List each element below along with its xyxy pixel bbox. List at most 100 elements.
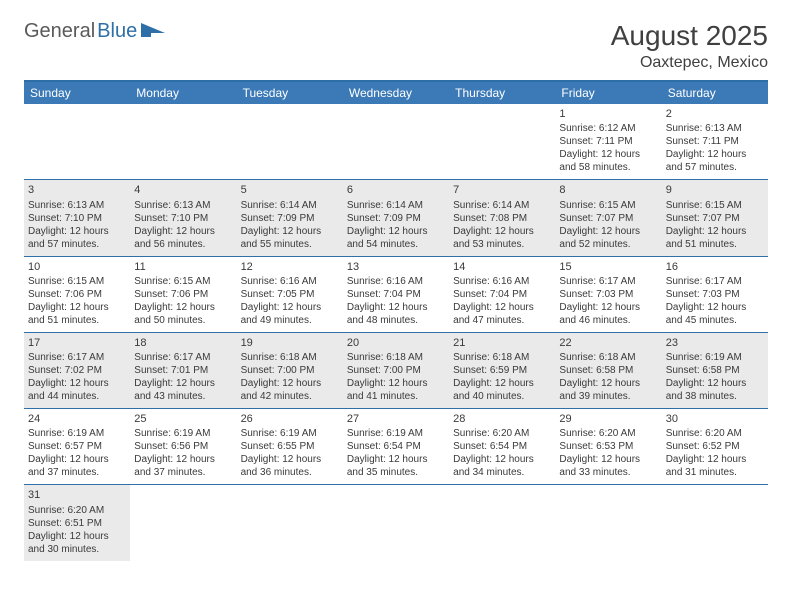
daylight-line-1: Daylight: 12 hours [347,453,445,466]
day-cell: 12Sunrise: 6:16 AMSunset: 7:05 PMDayligh… [237,257,343,332]
daylight-line-1: Daylight: 12 hours [559,377,657,390]
sunset-line: Sunset: 7:05 PM [241,288,339,301]
sunrise-line: Sunrise: 6:14 AM [347,199,445,212]
day-number: 9 [666,183,764,197]
sunset-line: Sunset: 7:11 PM [559,135,657,148]
sunrise-line: Sunrise: 6:20 AM [28,504,126,517]
week-row: 31Sunrise: 6:20 AMSunset: 6:51 PMDayligh… [24,485,768,560]
daylight-line-1: Daylight: 12 hours [666,301,764,314]
day-cell [130,485,236,560]
day-cell: 16Sunrise: 6:17 AMSunset: 7:03 PMDayligh… [662,257,768,332]
daylight-line-2: and 35 minutes. [347,466,445,479]
sunset-line: Sunset: 6:54 PM [453,440,551,453]
daylight-line-1: Daylight: 12 hours [241,225,339,238]
day-cell [449,104,555,179]
sunset-line: Sunset: 6:53 PM [559,440,657,453]
day-cell [449,485,555,560]
sunrise-line: Sunrise: 6:20 AM [666,427,764,440]
daylight-line-1: Daylight: 12 hours [28,225,126,238]
day-cell: 18Sunrise: 6:17 AMSunset: 7:01 PMDayligh… [130,333,236,408]
daylight-line-1: Daylight: 12 hours [241,377,339,390]
day-cell [662,485,768,560]
sunset-line: Sunset: 7:07 PM [559,212,657,225]
day-cell: 25Sunrise: 6:19 AMSunset: 6:56 PMDayligh… [130,409,236,484]
day-number: 24 [28,412,126,426]
sunrise-line: Sunrise: 6:18 AM [241,351,339,364]
daylight-line-1: Daylight: 12 hours [666,453,764,466]
daylight-line-2: and 56 minutes. [134,238,232,251]
weekday-header-row: Sunday Monday Tuesday Wednesday Thursday… [24,82,768,104]
daylight-line-2: and 54 minutes. [347,238,445,251]
weekday-saturday: Saturday [662,82,768,104]
day-number: 8 [559,183,657,197]
daylight-line-1: Daylight: 12 hours [28,301,126,314]
sunset-line: Sunset: 7:06 PM [28,288,126,301]
sunset-line: Sunset: 7:04 PM [453,288,551,301]
sunrise-line: Sunrise: 6:17 AM [559,275,657,288]
week-row: 1Sunrise: 6:12 AMSunset: 7:11 PMDaylight… [24,104,768,180]
sunset-line: Sunset: 6:57 PM [28,440,126,453]
logo-text-blue: Blue [97,20,137,43]
sunrise-line: Sunrise: 6:14 AM [241,199,339,212]
sunrise-line: Sunrise: 6:18 AM [347,351,445,364]
day-number: 22 [559,336,657,350]
sunrise-line: Sunrise: 6:15 AM [134,275,232,288]
day-cell: 26Sunrise: 6:19 AMSunset: 6:55 PMDayligh… [237,409,343,484]
weekday-tuesday: Tuesday [237,82,343,104]
sunrise-line: Sunrise: 6:13 AM [666,122,764,135]
sunrise-line: Sunrise: 6:16 AM [453,275,551,288]
daylight-line-2: and 39 minutes. [559,390,657,403]
daylight-line-1: Daylight: 12 hours [241,453,339,466]
daylight-line-1: Daylight: 12 hours [347,301,445,314]
day-cell: 2Sunrise: 6:13 AMSunset: 7:11 PMDaylight… [662,104,768,179]
week-row: 3Sunrise: 6:13 AMSunset: 7:10 PMDaylight… [24,180,768,256]
day-cell [343,104,449,179]
day-cell [130,104,236,179]
daylight-line-2: and 55 minutes. [241,238,339,251]
daylight-line-1: Daylight: 12 hours [134,225,232,238]
sunrise-line: Sunrise: 6:20 AM [453,427,551,440]
sunset-line: Sunset: 7:01 PM [134,364,232,377]
weekday-monday: Monday [130,82,236,104]
day-cell: 10Sunrise: 6:15 AMSunset: 7:06 PMDayligh… [24,257,130,332]
daylight-line-1: Daylight: 12 hours [28,530,126,543]
daylight-line-1: Daylight: 12 hours [347,377,445,390]
daylight-line-2: and 36 minutes. [241,466,339,479]
sunrise-line: Sunrise: 6:19 AM [241,427,339,440]
sunset-line: Sunset: 6:55 PM [241,440,339,453]
daylight-line-1: Daylight: 12 hours [453,453,551,466]
day-cell: 6Sunrise: 6:14 AMSunset: 7:09 PMDaylight… [343,180,449,255]
location-label: Oaxtepec, Mexico [611,54,768,72]
sunrise-line: Sunrise: 6:17 AM [28,351,126,364]
day-cell: 13Sunrise: 6:16 AMSunset: 7:04 PMDayligh… [343,257,449,332]
sunset-line: Sunset: 7:03 PM [559,288,657,301]
daylight-line-1: Daylight: 12 hours [134,453,232,466]
sunset-line: Sunset: 7:00 PM [347,364,445,377]
sunset-line: Sunset: 6:56 PM [134,440,232,453]
day-number: 19 [241,336,339,350]
sunrise-line: Sunrise: 6:20 AM [559,427,657,440]
daylight-line-2: and 33 minutes. [559,466,657,479]
day-number: 25 [134,412,232,426]
day-number: 15 [559,260,657,274]
sunset-line: Sunset: 7:09 PM [241,212,339,225]
sunrise-line: Sunrise: 6:12 AM [559,122,657,135]
logo-flag-icon [141,20,167,43]
day-cell: 14Sunrise: 6:16 AMSunset: 7:04 PMDayligh… [449,257,555,332]
daylight-line-1: Daylight: 12 hours [559,225,657,238]
sunset-line: Sunset: 6:58 PM [666,364,764,377]
sunrise-line: Sunrise: 6:19 AM [28,427,126,440]
daylight-line-2: and 40 minutes. [453,390,551,403]
day-cell [237,485,343,560]
month-title: August 2025 [611,20,768,52]
day-number: 26 [241,412,339,426]
day-number: 10 [28,260,126,274]
daylight-line-2: and 41 minutes. [347,390,445,403]
day-number: 5 [241,183,339,197]
daylight-line-2: and 45 minutes. [666,314,764,327]
calendar-grid: Sunday Monday Tuesday Wednesday Thursday… [24,80,768,561]
day-cell: 30Sunrise: 6:20 AMSunset: 6:52 PMDayligh… [662,409,768,484]
day-cell: 23Sunrise: 6:19 AMSunset: 6:58 PMDayligh… [662,333,768,408]
day-cell: 3Sunrise: 6:13 AMSunset: 7:10 PMDaylight… [24,180,130,255]
daylight-line-2: and 43 minutes. [134,390,232,403]
